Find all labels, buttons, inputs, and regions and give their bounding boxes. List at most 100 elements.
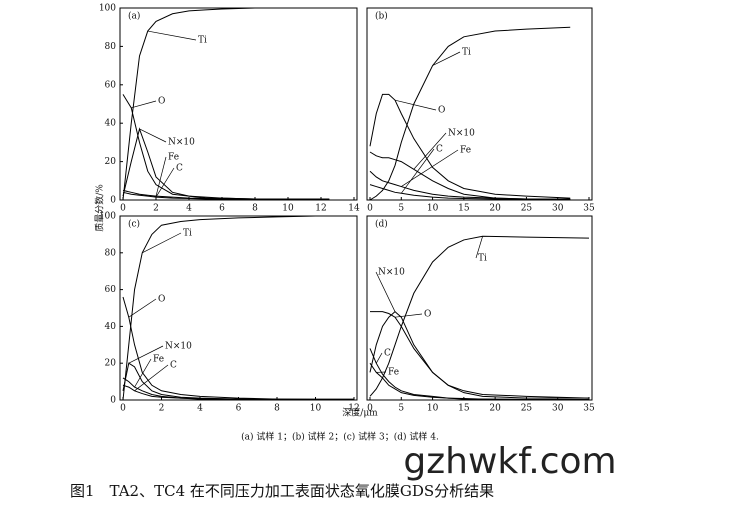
x-tick-label: 14 [348, 204, 360, 214]
series-label: C [436, 145, 443, 155]
leader-line [155, 167, 175, 198]
x-tick-label: 4 [197, 404, 203, 414]
axes-frame [366, 215, 593, 401]
series-line [370, 311, 590, 399]
caption: (a) 试样 1；(b) 试样 2；(c) 试样 3；(d) 试样 4. [241, 431, 439, 443]
x-tick-label: 2 [153, 204, 159, 214]
y-tick-label: 40 [105, 322, 117, 332]
y-tick-label: 100 [99, 4, 116, 14]
series-label: Fe [460, 146, 471, 156]
axes-frame [119, 215, 358, 401]
y-tick-label: 40 [105, 119, 117, 129]
y-axis-label: 质量分数/% [94, 184, 106, 232]
y-tick-label: 20 [105, 157, 117, 167]
leader-line [394, 99, 437, 111]
series-label: C [170, 361, 177, 371]
x-tick-label: 20 [489, 204, 501, 214]
series-label: Fe [153, 355, 164, 365]
leader-line [375, 271, 396, 312]
x-tick-label: 25 [521, 204, 533, 214]
x-tick-label: 0 [367, 204, 373, 214]
leader-line [413, 132, 447, 170]
leader-line [142, 232, 182, 254]
x-tick-label: 10 [427, 204, 439, 214]
x-tick-label: 8 [274, 404, 280, 414]
leader-line [432, 51, 461, 66]
x-tick-label: 12 [348, 404, 359, 414]
x-tick-label: 0 [120, 404, 126, 414]
x-tick-label: 5 [398, 204, 404, 214]
panel-label: (c) [128, 219, 140, 230]
y-tick-label: 0 [110, 396, 116, 406]
series-label: Ti [462, 48, 471, 58]
x-tick-label: 4 [186, 204, 192, 214]
leader-line [128, 345, 164, 364]
series-label: Ti [183, 229, 192, 239]
x-tick-label: 10 [282, 204, 294, 214]
x-axis-label: 深度/μm [342, 407, 378, 419]
series-line [122, 94, 330, 200]
panel-label: (d) [375, 219, 388, 230]
series-label: Ti [478, 254, 487, 264]
watermark: gzhwkf.com [403, 441, 616, 482]
leader-line [375, 352, 383, 364]
series-label: O [424, 310, 431, 320]
x-tick-label: 0 [367, 404, 373, 414]
axes-frame [366, 7, 593, 201]
series-label: O [158, 97, 165, 107]
x-tick-label: 20 [489, 404, 501, 414]
series-line [369, 170, 571, 200]
leader-line [155, 156, 167, 197]
y-tick-label: 80 [105, 42, 117, 52]
x-tick-label: 15 [458, 204, 470, 214]
leader-line [134, 358, 152, 388]
series-line [122, 296, 354, 400]
y-tick-label: 100 [99, 212, 116, 222]
x-tick-label: 12 [315, 204, 326, 214]
x-tick-label: 0 [120, 204, 126, 214]
y-tick-label: 60 [105, 80, 117, 90]
series-line [122, 362, 354, 400]
series-line [369, 26, 571, 201]
x-tick-label: 25 [521, 404, 533, 414]
y-tick-label: 60 [105, 285, 117, 295]
axes-frame [119, 7, 358, 201]
series-label: N×10 [165, 342, 192, 352]
series-label: O [438, 106, 445, 116]
series-label: N×10 [168, 138, 195, 148]
series-line [122, 215, 354, 401]
x-tick-label: 30 [552, 404, 564, 414]
figure-title: 图1 TA2、TC4 在不同压力加工表面状态氧化膜GDS分析结果 [70, 482, 494, 500]
series-line [122, 384, 354, 401]
y-tick-label: 20 [105, 359, 117, 369]
panel-label: (b) [375, 11, 388, 22]
x-tick-label: 6 [219, 204, 225, 214]
series-label: C [384, 349, 391, 359]
leader-line [139, 128, 167, 143]
panel-label: (a) [128, 11, 140, 22]
series-line [369, 151, 571, 200]
series-line [122, 7, 330, 201]
series-line [122, 127, 330, 200]
y-tick-label: 0 [110, 196, 116, 206]
x-tick-label: 15 [458, 404, 470, 414]
series-label: N×10 [378, 268, 405, 278]
series-label: O [158, 295, 165, 305]
series-label: Ti [198, 36, 207, 46]
x-tick-label: 10 [427, 404, 439, 414]
x-tick-label: 6 [236, 404, 242, 414]
series-line [369, 93, 571, 199]
leader-line [131, 100, 157, 109]
leader-line [147, 30, 197, 41]
leader-line [401, 148, 435, 194]
series-label: C [176, 164, 183, 174]
x-tick-label: 2 [159, 404, 165, 414]
x-tick-label: 30 [552, 204, 564, 214]
leader-line [475, 236, 483, 259]
series-line [369, 362, 589, 400]
series-line [369, 184, 571, 200]
x-tick-label: 8 [252, 204, 258, 214]
series-line [369, 348, 589, 400]
x-tick-label: 5 [398, 404, 404, 414]
